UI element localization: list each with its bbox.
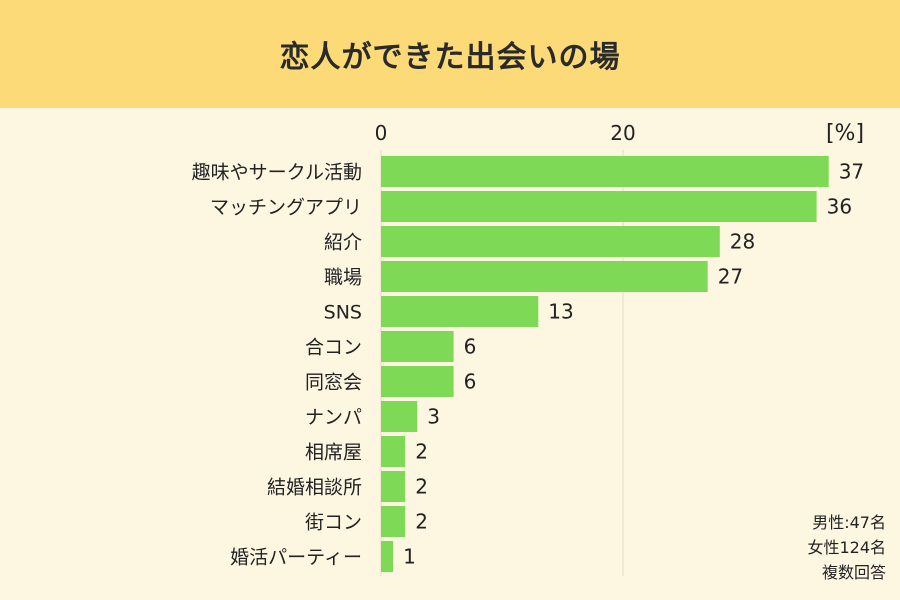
data-label: 2 [415, 440, 428, 464]
data-label: 6 [464, 370, 477, 394]
data-label: 2 [415, 510, 428, 534]
category-label: 職場 [324, 267, 362, 289]
bar [381, 366, 454, 397]
category-label: 街コン [305, 512, 362, 534]
chart-title: 恋人ができた出会いの場 [279, 40, 621, 75]
x-tick-label: 20 [610, 121, 635, 145]
bar [381, 436, 406, 467]
category-label: 婚活パーティー [230, 547, 362, 569]
data-label: 1 [403, 545, 416, 569]
category-label: SNS [324, 302, 362, 324]
data-label: 36 [827, 195, 852, 219]
bar [381, 506, 406, 537]
bar [381, 261, 708, 292]
data-label: 2 [415, 475, 428, 499]
chart-header: 恋人ができた出会いの場 [0, 0, 900, 108]
data-label: 27 [718, 265, 743, 289]
data-label: 3 [427, 405, 440, 429]
data-label: 6 [464, 335, 477, 359]
unit-label: [%] [826, 121, 864, 146]
bar [381, 191, 817, 222]
data-label: 37 [839, 160, 864, 184]
bar [381, 401, 418, 432]
x-tick-label: 0 [375, 121, 388, 145]
category-label: 紹介 [324, 232, 362, 254]
note-multi: 複数回答 [821, 563, 886, 582]
category-label: 相席屋 [305, 442, 362, 464]
respondent-note: 男性:47名 女性124名 複数回答 [807, 510, 886, 585]
data-label: 13 [548, 300, 573, 324]
bar [381, 331, 454, 362]
category-label: 同窓会 [305, 372, 362, 394]
bar [381, 296, 539, 327]
data-label: 28 [730, 230, 755, 254]
category-label: マッチングアプリ [210, 197, 362, 219]
note-male: 男性:47名 [812, 513, 886, 532]
category-label: 結婚相談所 [267, 477, 362, 499]
category-label: ナンパ [305, 407, 362, 429]
bar [381, 471, 406, 502]
category-label: 趣味やサークル活動 [192, 162, 362, 184]
note-female: 女性124名 [807, 538, 886, 557]
bar [381, 541, 394, 572]
bar [381, 226, 720, 257]
bar [381, 156, 829, 187]
category-label: 合コン [305, 337, 362, 359]
